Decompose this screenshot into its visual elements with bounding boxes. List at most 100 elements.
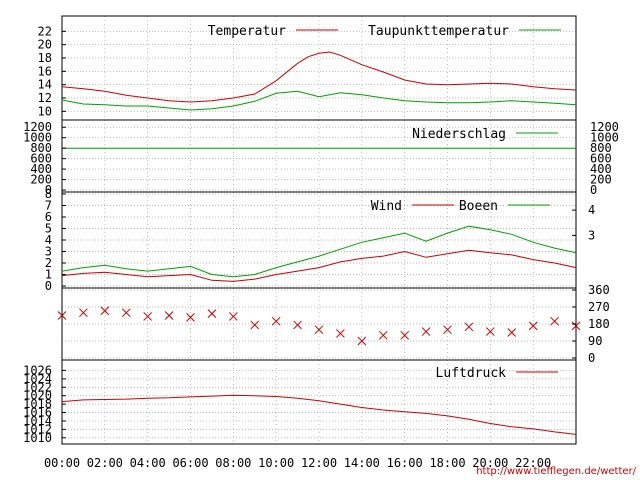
panel-frame-pressure [61, 359, 577, 445]
y-tick-label: 1 [45, 268, 52, 282]
marker-stroke [357, 336, 367, 346]
y-tick-label: 12 [38, 91, 52, 105]
data-point-wind_direction [293, 320, 302, 330]
marker-stroke [528, 321, 538, 331]
data-point-wind_direction [378, 330, 388, 340]
marker-stroke [400, 330, 410, 340]
data-point-wind_direction [228, 312, 238, 321]
data-point-wind_direction [571, 321, 581, 331]
y-tick-label: 20 [38, 38, 52, 52]
x-tick-label: 20:00 [472, 456, 508, 470]
marker-stroke [271, 316, 281, 326]
data-point-wind_direction [143, 312, 153, 321]
marker-stroke [571, 321, 581, 331]
y-tick-label: 4 [45, 233, 52, 247]
y-tick-label: 5 [45, 222, 52, 236]
data-point-wind_direction [400, 330, 410, 340]
x-tick-label: 06:00 [172, 456, 208, 470]
y-tick-label-right: 800 [590, 141, 612, 155]
marker-stroke [378, 330, 388, 340]
y-tick-label: 10 [38, 104, 52, 118]
data-point-wind_direction [550, 316, 559, 326]
y-tick-label: 1000 [23, 131, 52, 145]
y-tick-label: 6 [45, 210, 52, 224]
x-tick-label: 00:00 [44, 456, 80, 470]
data-point-wind_direction [121, 308, 131, 318]
x-tick-label: 18:00 [429, 456, 465, 470]
marker-stroke [57, 311, 67, 320]
marker-stroke [293, 320, 302, 330]
y-tick-label: 400 [30, 162, 52, 176]
x-tick-label: 10:00 [258, 456, 294, 470]
marker-stroke [164, 311, 174, 320]
marker-stroke [207, 309, 217, 318]
y-tick-label: 1026 [23, 363, 52, 377]
marker-stroke [507, 328, 517, 337]
data-point-wind_direction [100, 306, 110, 316]
legend-label: Wind [371, 199, 402, 214]
data-point-wind_direction [528, 321, 538, 331]
y-tick-label: 0 [45, 279, 52, 293]
legend-label: Niederschlag [412, 127, 506, 142]
y-tick-label-right: 3 [588, 228, 595, 242]
legend-label: Temperatur [208, 24, 286, 39]
y-tick-label-right: 600 [590, 152, 612, 166]
y-tick-label: 14 [38, 78, 52, 92]
series-line-luftdruck [61, 394, 577, 435]
marker-stroke [186, 313, 195, 322]
y-tick-label: 200 [30, 173, 52, 187]
marker-stroke [421, 327, 431, 336]
marker-stroke [79, 308, 88, 318]
legend-label: Luftdruck [436, 366, 507, 381]
data-point-wind_direction [57, 311, 67, 320]
marker-stroke [121, 308, 131, 318]
data-point-wind_direction [507, 328, 517, 337]
y-tick-label: 1020 [23, 389, 52, 403]
series-line-boeen [61, 225, 577, 278]
y-tick-label-right: 4 [588, 203, 595, 217]
y-tick-label: 0 [45, 183, 52, 197]
series-layer [57, 51, 581, 435]
y-tick-label-right: 400 [590, 162, 612, 176]
marker-stroke [485, 327, 495, 336]
data-point-wind_direction [336, 329, 345, 338]
data-point-wind_direction [464, 322, 474, 332]
data-point-wind_direction [250, 320, 260, 330]
y-tick-label: 1010 [23, 431, 52, 445]
data-point-wind_direction [443, 325, 452, 335]
data-point-wind_direction [357, 336, 367, 346]
marker-stroke [228, 312, 238, 321]
data-point-wind_direction [271, 316, 281, 326]
series-line-wind [61, 249, 577, 282]
y-tick-label-right: 1200 [590, 120, 619, 134]
y-tick-label-right: 0 [590, 183, 597, 197]
marker-stroke [250, 320, 260, 330]
y-tick-label: 18 [38, 51, 52, 65]
y-tick-label-right: 0 [588, 351, 595, 365]
y-tick-label-right: 1000 [590, 131, 619, 145]
data-point-wind_direction [207, 309, 217, 318]
marker-stroke [143, 312, 153, 321]
data-point-wind_direction [79, 308, 88, 318]
tick-labels: 2220181614121012001000800600400200012001… [23, 24, 619, 470]
marker-stroke [336, 329, 345, 338]
y-tick-label: 1200 [23, 120, 52, 134]
legend-layer: Temperatur Taupunkttemperatur Niederschlag… [208, 24, 561, 381]
y-tick-label: 2 [45, 256, 52, 270]
y-tick-label-right: 360 [588, 283, 610, 297]
y-tick-label-right: 180 [588, 317, 610, 331]
x-tick-label: 14:00 [344, 456, 380, 470]
y-tick-label: 1024 [23, 372, 52, 386]
y-tick-label: 22 [38, 24, 52, 38]
y-tick-label: 3 [45, 245, 52, 259]
data-point-wind_direction [186, 313, 195, 322]
y-tick-label: 600 [30, 152, 52, 166]
x-tick-label: 12:00 [301, 456, 337, 470]
x-tick-label: 16:00 [387, 456, 423, 470]
series-line-temperatur [61, 51, 577, 103]
y-tick-label-right: 90 [588, 334, 602, 348]
marker-stroke [100, 306, 110, 316]
series-line-taupunkttemperatur [61, 90, 577, 111]
x-tick-label: 02:00 [87, 456, 123, 470]
